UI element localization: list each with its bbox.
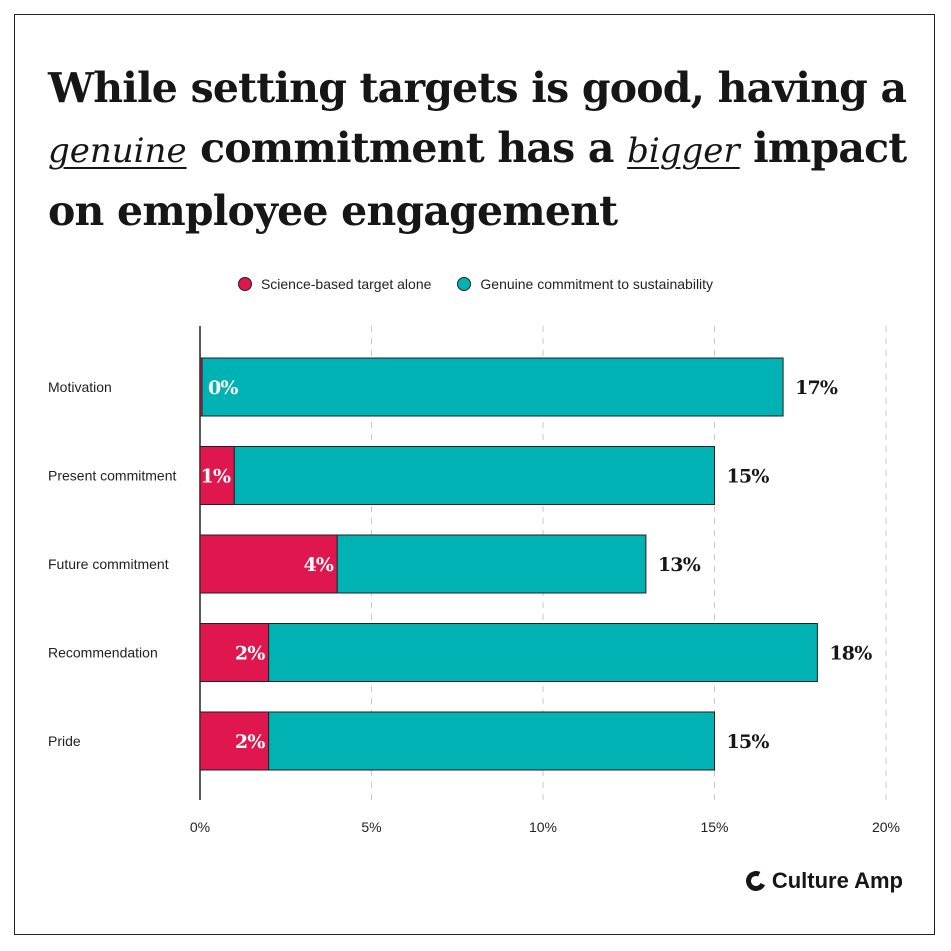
category-label-0: Motivation [48,379,112,395]
value-label-commitment-3: 18% [829,643,872,665]
bar-commitment-4 [268,711,715,771]
value-label-commitment-1: 15% [727,466,770,488]
bar-commitment-3 [268,623,818,682]
legend-label-target: Science-based target alone [260,276,432,292]
title-part-3: impact [753,124,907,172]
brand-logo: Culture Amp [742,868,903,894]
title-emphasis-genuine: genuine [48,131,187,171]
value-label-target-3: 2% [235,643,265,665]
bar-commitment-0 [201,357,784,417]
legend-item-commitment: Genuine commitment to sustainability [457,276,713,292]
brand-name: Culture Amp [771,868,903,893]
category-label-4: Pride [48,733,81,749]
legend-swatch-commitment [457,277,472,291]
category-label-2: Future commitment [48,556,169,572]
x-tick-label-0: 0% [190,819,210,835]
value-label-target-2: 4% [304,554,334,576]
legend-label-commitment: Genuine commitment to sustainability [480,276,714,292]
x-tick-label-5: 5% [361,819,381,835]
category-label-1: Present commitment [48,468,176,484]
value-label-target-4: 2% [235,731,265,753]
value-label-commitment-4: 15% [727,731,770,753]
value-label-target-1: 1% [201,466,231,488]
bar-commitment-1 [233,446,716,505]
chart-title: While setting targets is good, having a … [48,58,908,241]
bar-commitment-2 [336,534,647,594]
legend-swatch-target [237,277,252,291]
legend-item-target: Science-based target alone [237,276,432,292]
value-label-commitment-2: 13% [658,554,701,576]
bar-target-2 [199,534,338,594]
category-label-3: Recommendation [48,645,158,661]
x-tick-label-10: 10% [529,819,557,835]
value-label-commitment-0: 17% [795,377,838,399]
title-part-4: on employee engagement [48,187,618,235]
title-emphasis-bigger: bigger [627,131,740,171]
x-tick-label-20: 20% [872,819,900,835]
bar-target-4 [199,711,270,771]
chart-legend: Science-based target alone Genuine commi… [0,276,951,292]
culture-amp-logo-icon [742,868,769,894]
title-part-2: commitment has a [200,124,614,172]
title-part-1: While setting targets is good, having a [48,64,907,112]
bar-target-3 [199,623,270,682]
x-tick-label-15: 15% [700,819,728,835]
value-label-target-0: 0% [208,377,238,399]
